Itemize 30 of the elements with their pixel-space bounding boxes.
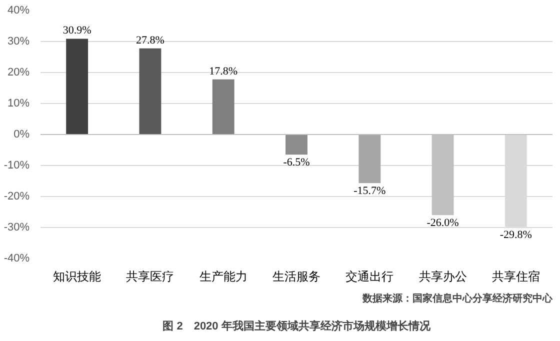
y-tick-label: -30% xyxy=(4,222,30,234)
y-tick-label: -40% xyxy=(4,252,30,264)
bar xyxy=(212,79,234,134)
y-tick-label: 10% xyxy=(7,98,30,110)
y-tick-label: -20% xyxy=(4,190,30,202)
data-label: -6.5% xyxy=(283,156,310,169)
x-tick-label: 生活服务 xyxy=(272,270,320,284)
data-label: -29.8% xyxy=(500,228,532,241)
text: 图 2 2020 年我国主要领域共享经济市场规模增长情况 xyxy=(162,320,432,332)
x-tick-label: 生产能力 xyxy=(199,270,248,284)
data-label: -26.0% xyxy=(426,217,459,230)
bar xyxy=(286,134,308,155)
y-tick-label: 40% xyxy=(7,4,30,16)
x-tick-label: 共享住宿 xyxy=(492,270,540,284)
bar xyxy=(358,134,381,184)
x-tick-label: 共享办公 xyxy=(418,270,467,284)
data-label: 30.9% xyxy=(62,24,92,37)
y-tick-label: 20% xyxy=(7,66,30,78)
y-tick-label: -10% xyxy=(4,160,30,172)
x-tick-label: 交通出行 xyxy=(346,270,394,284)
source-note: 数据来源：国家信息中心分享经济研究中心 xyxy=(362,292,554,304)
data-label: -15.7% xyxy=(354,185,386,198)
y-tick-label: 0% xyxy=(14,128,30,140)
data-label: 27.8% xyxy=(136,34,164,46)
x-tick-label: 知识技能 xyxy=(53,270,102,284)
bar xyxy=(139,48,162,134)
bar xyxy=(66,38,88,134)
y-tick-label: 30% xyxy=(7,36,30,48)
x-tick-label: 共享医疗 xyxy=(126,270,174,284)
data-label: 17.8% xyxy=(209,65,238,78)
